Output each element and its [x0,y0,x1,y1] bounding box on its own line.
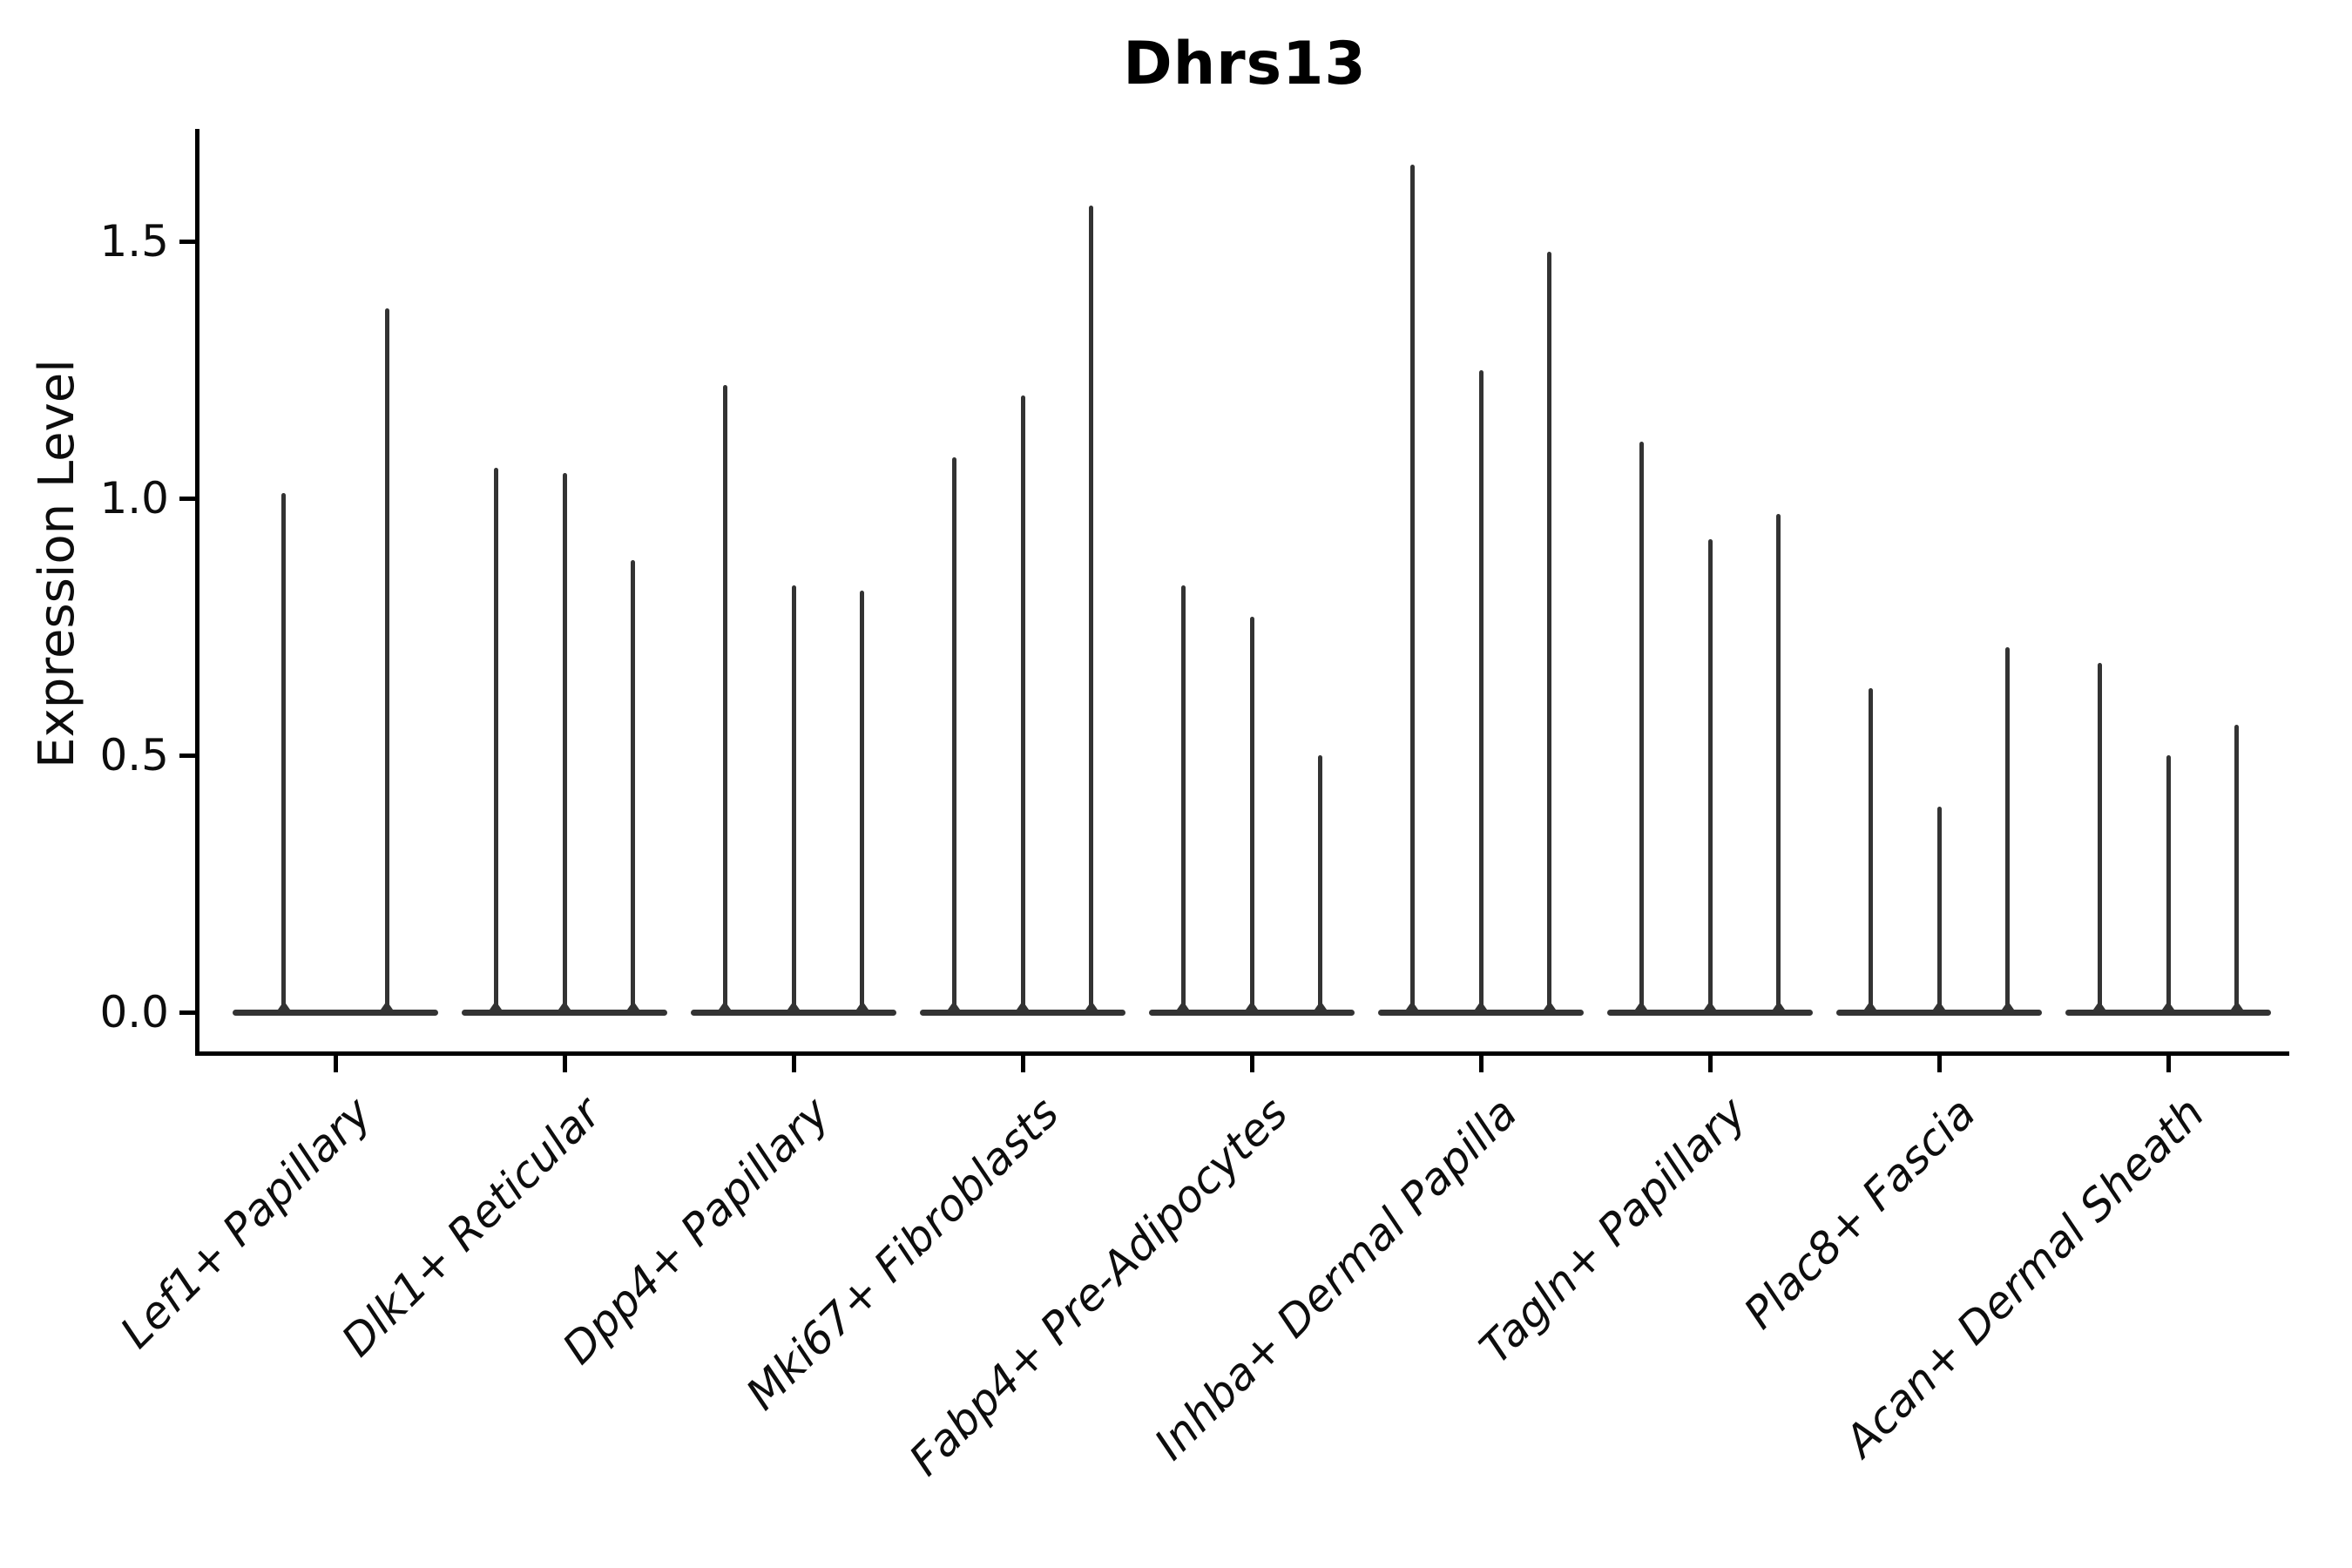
violin-foot [2230,1001,2243,1010]
violin-foot [558,1001,571,1010]
x-tick-mark [1707,1056,1713,1072]
x-tick-label: Lef1+ Papillary [111,1087,382,1358]
x-tick-mark [1249,1056,1254,1072]
y-tick-mark [179,753,195,758]
violin-base [232,1010,439,1016]
x-tick-mark [1020,1056,1025,1072]
violin-foot [1314,1001,1327,1010]
violin-foot [1017,1001,1029,1010]
violin-foot [1933,1001,1945,1010]
violin-spike [1089,205,1094,1014]
chart-title: Dhrs13 [1123,30,1367,98]
violin-spike [1249,616,1254,1014]
x-axis-spine [195,1051,2289,1056]
violin-spike [860,591,865,1014]
y-tick-label: 1.0 [99,473,169,524]
violin-spike [951,456,956,1014]
violin-spike [1707,539,1713,1014]
y-tick-label: 0.0 [99,987,169,1037]
violin-spike [384,308,389,1014]
violin-foot [1704,1001,1716,1010]
x-tick-mark [2166,1056,2171,1072]
violin-spike [722,385,727,1014]
violin-foot [855,1001,868,1010]
violin-foot [1772,1001,1785,1010]
violin-foot [381,1001,394,1010]
x-tick-label: Plac8+ Fascia [1734,1087,1985,1339]
x-tick-mark [791,1056,796,1072]
violin-foot [1085,1001,1098,1010]
violin-foot [1543,1001,1556,1010]
y-tick-mark [179,496,195,501]
violin-foot [2162,1001,2174,1010]
violin-spike [1180,585,1186,1014]
x-tick-mark [1478,1056,1484,1072]
violin-foot [2093,1001,2106,1010]
violin-spike [1478,369,1484,1014]
violin-foot [1246,1001,1258,1010]
violin-foot [948,1001,961,1010]
x-tick-mark [562,1056,567,1072]
violin-spike [493,467,498,1014]
violin-foot [490,1001,503,1010]
violin-spike [1868,688,1873,1014]
violin-spike [631,559,636,1014]
violin-foot [277,1001,290,1010]
x-tick-label: Fabp4+ Pre-Adipocytes [900,1087,1298,1486]
violin-spike [1318,755,1323,1014]
y-axis-label: Expression Level [29,359,85,768]
violin-foot [1475,1001,1487,1010]
violin-spike [1409,164,1415,1014]
y-tick-mark [179,239,195,244]
y-tick-mark [179,1010,195,1015]
violin-spike [2097,662,2102,1014]
violin-foot [1406,1001,1419,1010]
x-tick-mark [1936,1056,1942,1072]
y-axis-spine [195,129,199,1056]
violin-foot [787,1001,800,1010]
violin-spike [791,585,796,1014]
violin-foot [1177,1001,1190,1010]
violin-spike [1020,395,1025,1014]
violin-spike [1639,442,1644,1014]
violin-spike [2166,755,2171,1014]
violin-foot [719,1001,732,1010]
violin-foot [1864,1001,1877,1010]
violin-foot [2001,1001,2014,1010]
violin-foot [626,1001,639,1010]
violin-spike [281,493,287,1014]
violin-spike [562,472,567,1014]
violin-foot [1635,1001,1648,1010]
violin-spike [1776,513,1781,1014]
violin-spike [2005,647,2011,1014]
violin-spike [1936,807,1942,1014]
violin-spike [1547,251,1552,1014]
y-tick-label: 0.5 [99,730,169,781]
x-tick-mark [333,1056,338,1072]
violin-spike [2234,724,2240,1014]
y-tick-label: 1.5 [99,216,169,267]
